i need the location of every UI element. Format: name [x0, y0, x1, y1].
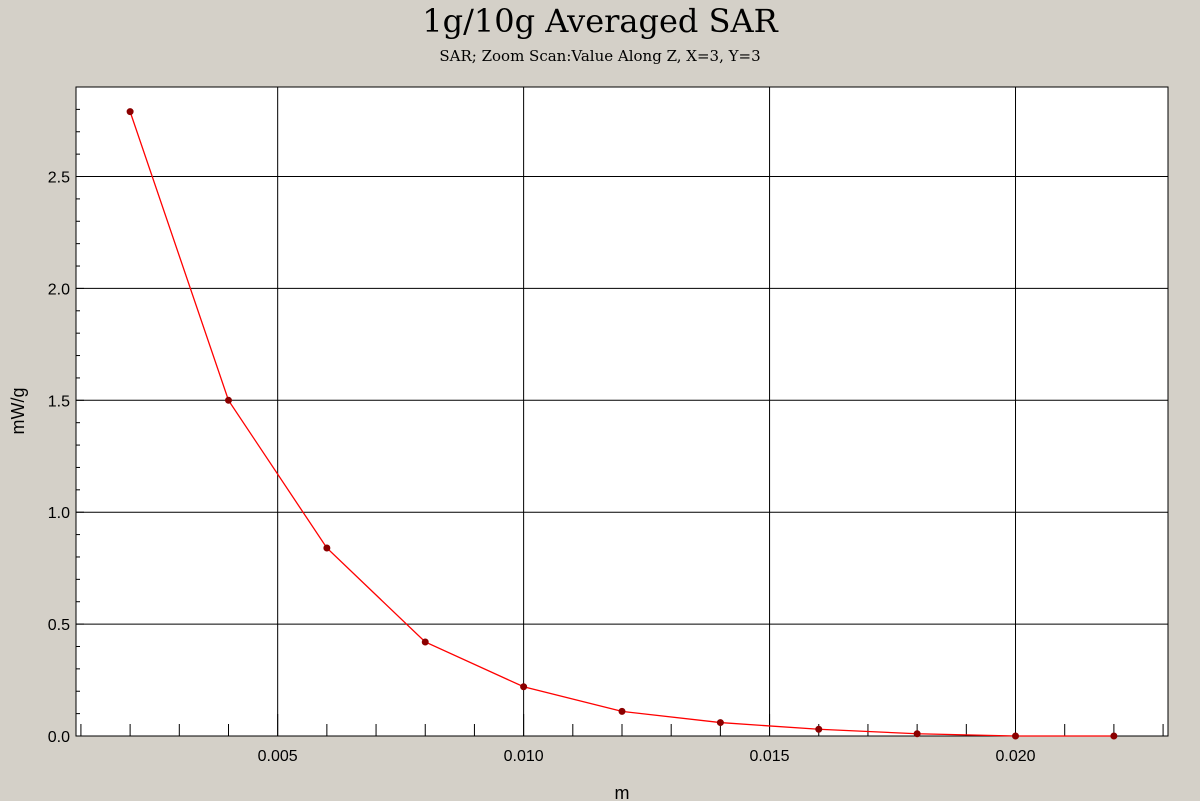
- data-point: [716, 719, 724, 727]
- series-layer: [126, 108, 1118, 740]
- y-tick-label: 0.0: [48, 729, 70, 746]
- chart-title: 1g/10g Averaged SAR: [422, 2, 778, 40]
- x-tick-label: 0.020: [995, 748, 1035, 765]
- x-tick-label: 0.010: [504, 748, 544, 765]
- x-tick-label: 0.015: [750, 748, 790, 765]
- x-axis-label: m: [615, 783, 630, 801]
- data-point: [126, 108, 134, 116]
- y-tick-label: 2.5: [48, 170, 70, 187]
- y-tick-label: 1.0: [48, 505, 70, 522]
- y-axis-label: mW/g: [8, 388, 28, 435]
- data-point: [323, 544, 331, 552]
- chart-subtitle: SAR; Zoom Scan:Value Along Z, X=3, Y=3: [439, 47, 760, 65]
- y-tick-label: 0.5: [48, 617, 70, 634]
- data-point: [1110, 732, 1118, 740]
- data-point: [224, 396, 232, 404]
- data-point: [520, 683, 528, 691]
- y-tick-label: 1.5: [48, 393, 70, 410]
- data-point: [421, 638, 429, 646]
- data-point: [815, 725, 823, 733]
- grid: [76, 87, 1168, 736]
- data-point: [913, 730, 921, 738]
- x-tick-label: 0.005: [258, 748, 298, 765]
- data-point: [1012, 732, 1020, 740]
- y-tick-label: 2.0: [48, 281, 70, 298]
- axes: 0.005 0.010 0.015 0.020 0.0 0.5 1.0 1.5 2.0 2.5: [48, 86, 1168, 765]
- data-point: [618, 707, 626, 715]
- plot-area: [75, 86, 1169, 737]
